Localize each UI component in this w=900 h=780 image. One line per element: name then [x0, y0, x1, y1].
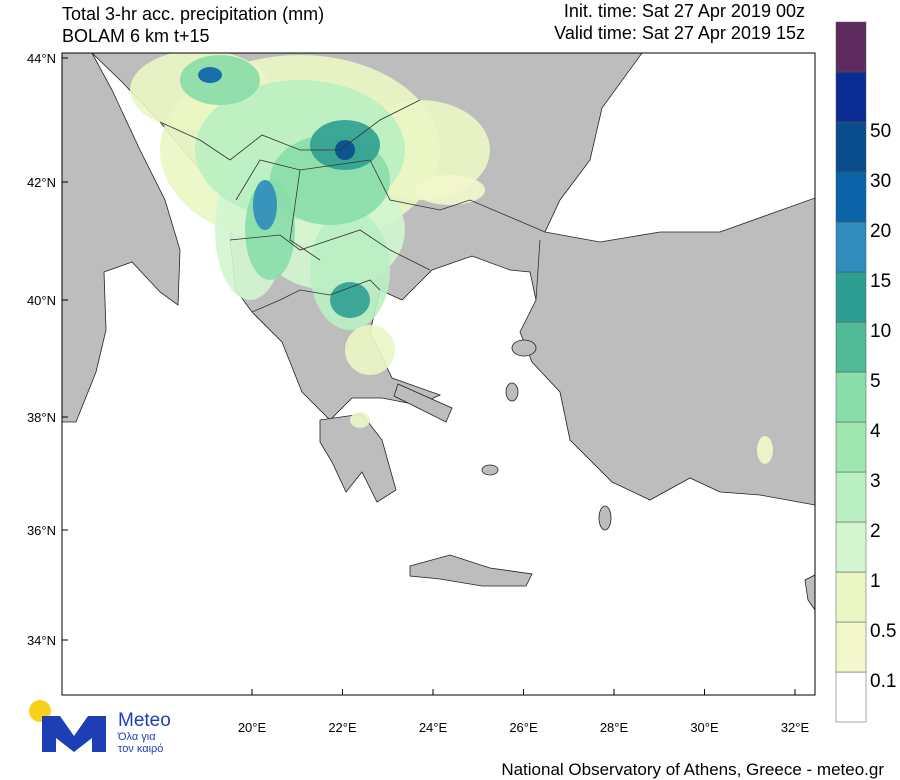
precip-area	[180, 55, 260, 105]
colorbar-bin	[835, 521, 867, 573]
chios	[505, 382, 519, 402]
lon-label: 24°E	[419, 720, 448, 735]
naxos	[481, 464, 499, 476]
init-time: Init. time: Sat 27 Apr 2019 00z	[564, 1, 805, 21]
colorbar: 0.1 0.5 1 2 3 4 5 10 15 20 30 50	[835, 21, 896, 723]
lat-label: 40°N	[27, 293, 56, 308]
colorbar-label: 2	[870, 521, 881, 542]
logo-mark	[42, 716, 106, 752]
colorbar-label: 1	[870, 571, 881, 592]
colorbar-label: 0.5	[870, 621, 896, 642]
colorbar-bin	[835, 171, 867, 223]
precip-area	[415, 175, 485, 205]
colorbar-bin	[835, 571, 867, 623]
colorbar-bin	[835, 371, 867, 423]
colorbar-label: 20	[870, 221, 891, 242]
lat-label: 44°N	[27, 51, 56, 66]
colorbar-label: 0.1	[870, 671, 896, 692]
colorbar-bin	[835, 71, 867, 123]
title: Total 3-hr acc. precipitation (mm)	[62, 4, 324, 24]
colorbar-bin	[835, 321, 867, 373]
lat-label: 38°N	[27, 410, 56, 425]
lesvos	[511, 339, 537, 357]
precip-area	[345, 325, 395, 375]
lon-label: 32°E	[781, 720, 810, 735]
africa-coast	[804, 574, 815, 611]
logo-tagline: Όλα για	[117, 731, 156, 743]
model-label: BOLAM 6 km t+15	[62, 26, 210, 46]
logo-name: Meteo	[118, 710, 171, 731]
precip-area	[757, 436, 773, 464]
lat-label: 42°N	[27, 175, 56, 190]
peloponnese	[319, 413, 397, 503]
colorbar-label: 4	[870, 421, 881, 442]
lon-label: 20°E	[238, 720, 267, 735]
borders	[159, 99, 546, 313]
precip-area	[335, 140, 355, 160]
lon-label: 28°E	[600, 720, 629, 735]
evia	[393, 383, 453, 423]
precip-area	[253, 180, 277, 230]
lat-label: 34°N	[27, 633, 56, 648]
footer: National Observatory of Athens, Greece -…	[501, 760, 884, 779]
colorbar-label: 15	[870, 271, 891, 292]
precip-area	[198, 67, 222, 83]
colorbar-bin	[835, 271, 867, 323]
lat-label: 36°N	[27, 523, 56, 538]
colorbar-bin	[835, 671, 867, 723]
colorbar-label: 30	[870, 171, 891, 192]
lon-label: 30°E	[690, 720, 719, 735]
rhodes	[598, 505, 612, 531]
colorbar-label: 50	[870, 121, 891, 142]
colorbar-bin	[835, 21, 867, 73]
colorbar-bin	[835, 471, 867, 523]
logo-tagline: τον καιρό	[118, 743, 163, 755]
precip-area	[350, 412, 370, 428]
axes: 44°N 42°N 40°N 38°N 36°N 34°N 20°E 22°E 24°E 26°E…	[27, 51, 810, 735]
map-frame	[61, 52, 816, 696]
valid-time: Valid time: Sat 27 Apr 2019 15z	[554, 23, 805, 43]
lon-label: 22°E	[328, 720, 357, 735]
colorbar-bin	[835, 121, 867, 173]
colorbar-bin	[835, 421, 867, 473]
colorbar-label: 3	[870, 471, 881, 492]
colorbar-bin	[835, 221, 867, 273]
italy	[62, 53, 181, 423]
colorbar-label: 10	[870, 321, 891, 342]
colorbar-bin	[835, 621, 867, 673]
crete	[409, 554, 533, 587]
colorbar-label: 5	[870, 371, 881, 392]
lon-label: 26°E	[509, 720, 538, 735]
